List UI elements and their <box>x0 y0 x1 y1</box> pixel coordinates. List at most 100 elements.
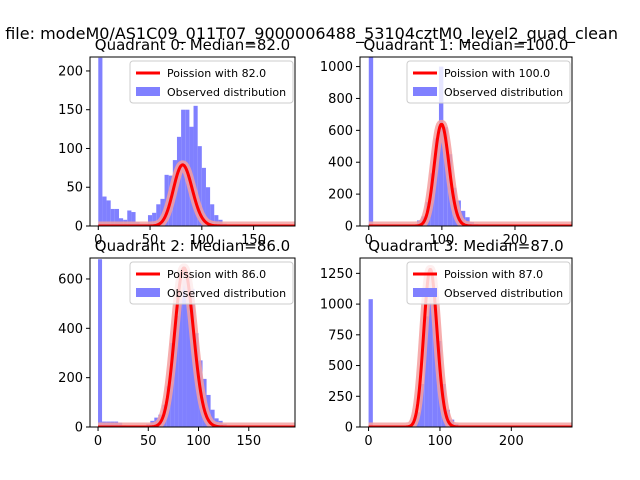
axes-frame <box>359 56 573 227</box>
hist-bar <box>443 127 448 226</box>
y-tick-label: 150 <box>58 103 83 118</box>
y-tick-label: 800 <box>328 92 353 107</box>
legend-label-poisson: Poission with 86.0 <box>167 268 266 281</box>
y-tick-label: 1000 <box>320 60 353 75</box>
hist-bar <box>368 57 374 226</box>
y-tick-label: 1000 <box>320 298 353 313</box>
hist-bar <box>428 269 433 427</box>
quadrant-1-chart: 0 100 200 0 200 400 600 800 1000 Quadrant 1: Medi… <box>320 36 573 248</box>
hist-bar <box>182 278 187 427</box>
x-tick-label: 50 <box>140 434 157 449</box>
legend: Poission with 82.0 Observed distribution <box>129 60 294 104</box>
x-tick-label: 150 <box>241 233 266 248</box>
legend: Poission with 86.0 Observed distribution <box>129 261 294 305</box>
hist-bar <box>110 208 115 226</box>
legend: Poission with 100.0 Observed distribution <box>406 60 571 104</box>
subplot-title: Quadrant 1: Median=100.0 <box>364 36 569 54</box>
legend: Poission with 87.0 Observed distribution <box>406 261 571 305</box>
hist-bar <box>174 315 179 427</box>
axes-frame <box>359 257 573 428</box>
hist-bar <box>424 316 429 427</box>
x-tick-label: 100 <box>428 434 453 449</box>
poisson-uncertainty-band <box>365 119 572 226</box>
y-tick-label: 0 <box>345 220 353 235</box>
hist-bar <box>98 259 103 427</box>
plot-area <box>94 259 295 427</box>
quadrant-0-chart: 0 50 100 150 0 50 100 150 200 Quadrant 0: Median=… <box>58 36 296 248</box>
x-tick-label: 0 <box>94 434 102 449</box>
y-tick-label: 0 <box>345 421 353 436</box>
x-tick-label: 0 <box>365 233 373 248</box>
legend-box <box>406 261 571 305</box>
legend-label-poisson: Poission with 100.0 <box>444 67 550 80</box>
legend-box <box>129 261 294 305</box>
y-tick-label: 600 <box>328 124 353 139</box>
legend-hist-swatch <box>413 288 437 297</box>
hist-bar <box>434 138 439 226</box>
hist-bar <box>197 146 202 226</box>
y-tick-label: 750 <box>328 328 353 343</box>
x-tick-label: 100 <box>186 434 211 449</box>
hist-bar <box>114 208 119 226</box>
quadrant-2-chart: 0 50 100 150 0 200 400 600 Quadrant 2: Median=86… <box>58 237 296 449</box>
hist-bar <box>147 215 153 226</box>
y-tick-label: 50 <box>66 181 83 196</box>
legend-box <box>129 60 294 104</box>
suptitle-text: n file: modeM0/AS1C09_011T07_9000006488_… <box>0 24 618 43</box>
y-tick-label: 400 <box>328 156 353 171</box>
y-tick-label: 0 <box>75 421 83 436</box>
hist-bar <box>368 299 373 427</box>
legend-label-observed: Observed distribution <box>167 287 286 300</box>
hist-bar <box>127 210 132 226</box>
legend-label-observed: Observed distribution <box>444 287 563 300</box>
subplot-title: Quadrant 0: Median=82.0 <box>95 36 290 54</box>
y-tick-label: 200 <box>58 64 83 79</box>
y-tick-label: 500 <box>328 359 353 374</box>
hist-bar <box>106 200 111 226</box>
legend-label-observed: Observed distribution <box>167 86 286 99</box>
hist-bar <box>438 66 444 226</box>
hist-bar <box>131 212 136 226</box>
y-tick-label: 250 <box>328 390 353 405</box>
y-tick-label: 100 <box>58 142 83 157</box>
x-tick-label: 0 <box>364 434 372 449</box>
x-tick-label: 100 <box>189 233 214 248</box>
hist-bar <box>210 204 215 226</box>
quadrant-3-chart: 0 100 200 0 250 500 750 1000 1250 Quadrant 3: Med… <box>320 237 573 449</box>
hist-bar <box>419 383 425 427</box>
hist-bar <box>210 409 215 427</box>
legend-label-poisson: Poission with 87.0 <box>444 268 543 281</box>
y-tick-label: 400 <box>58 322 83 337</box>
axes-frame <box>89 257 296 428</box>
x-tick-label: 50 <box>142 233 159 248</box>
hist-bar <box>102 196 107 226</box>
legend-label-observed: Observed distribution <box>444 86 563 99</box>
x-tick-label: 150 <box>236 434 261 449</box>
y-tick-label: 0 <box>75 220 83 235</box>
legend-hist-swatch <box>413 87 437 96</box>
subplot-title: Quadrant 2: Median=86.0 <box>95 237 290 255</box>
legend-box <box>406 60 571 104</box>
hist-bar <box>193 105 198 226</box>
hist-bar <box>186 276 191 427</box>
hist-bar <box>156 204 161 226</box>
subplot-title: Quadrant 3: Median=87.0 <box>368 237 563 255</box>
poisson-curve <box>368 122 572 226</box>
y-tick-label: 1250 <box>320 267 353 282</box>
hist-bar <box>98 57 103 226</box>
y-tick-label: 200 <box>328 188 353 203</box>
x-tick-label: 200 <box>503 233 528 248</box>
poisson-curve <box>97 266 295 427</box>
hist-bar <box>201 167 206 226</box>
y-tick-label: 600 <box>58 272 83 287</box>
poisson-curve <box>97 163 295 226</box>
x-tick-label: 100 <box>429 233 454 248</box>
legend-hist-swatch <box>136 288 160 297</box>
hist-bar <box>178 298 183 427</box>
legend-label-poisson: Poission with 82.0 <box>167 67 266 80</box>
axes-frame <box>89 56 296 227</box>
hist-bar <box>205 187 211 226</box>
x-tick-label: 0 <box>94 233 102 248</box>
